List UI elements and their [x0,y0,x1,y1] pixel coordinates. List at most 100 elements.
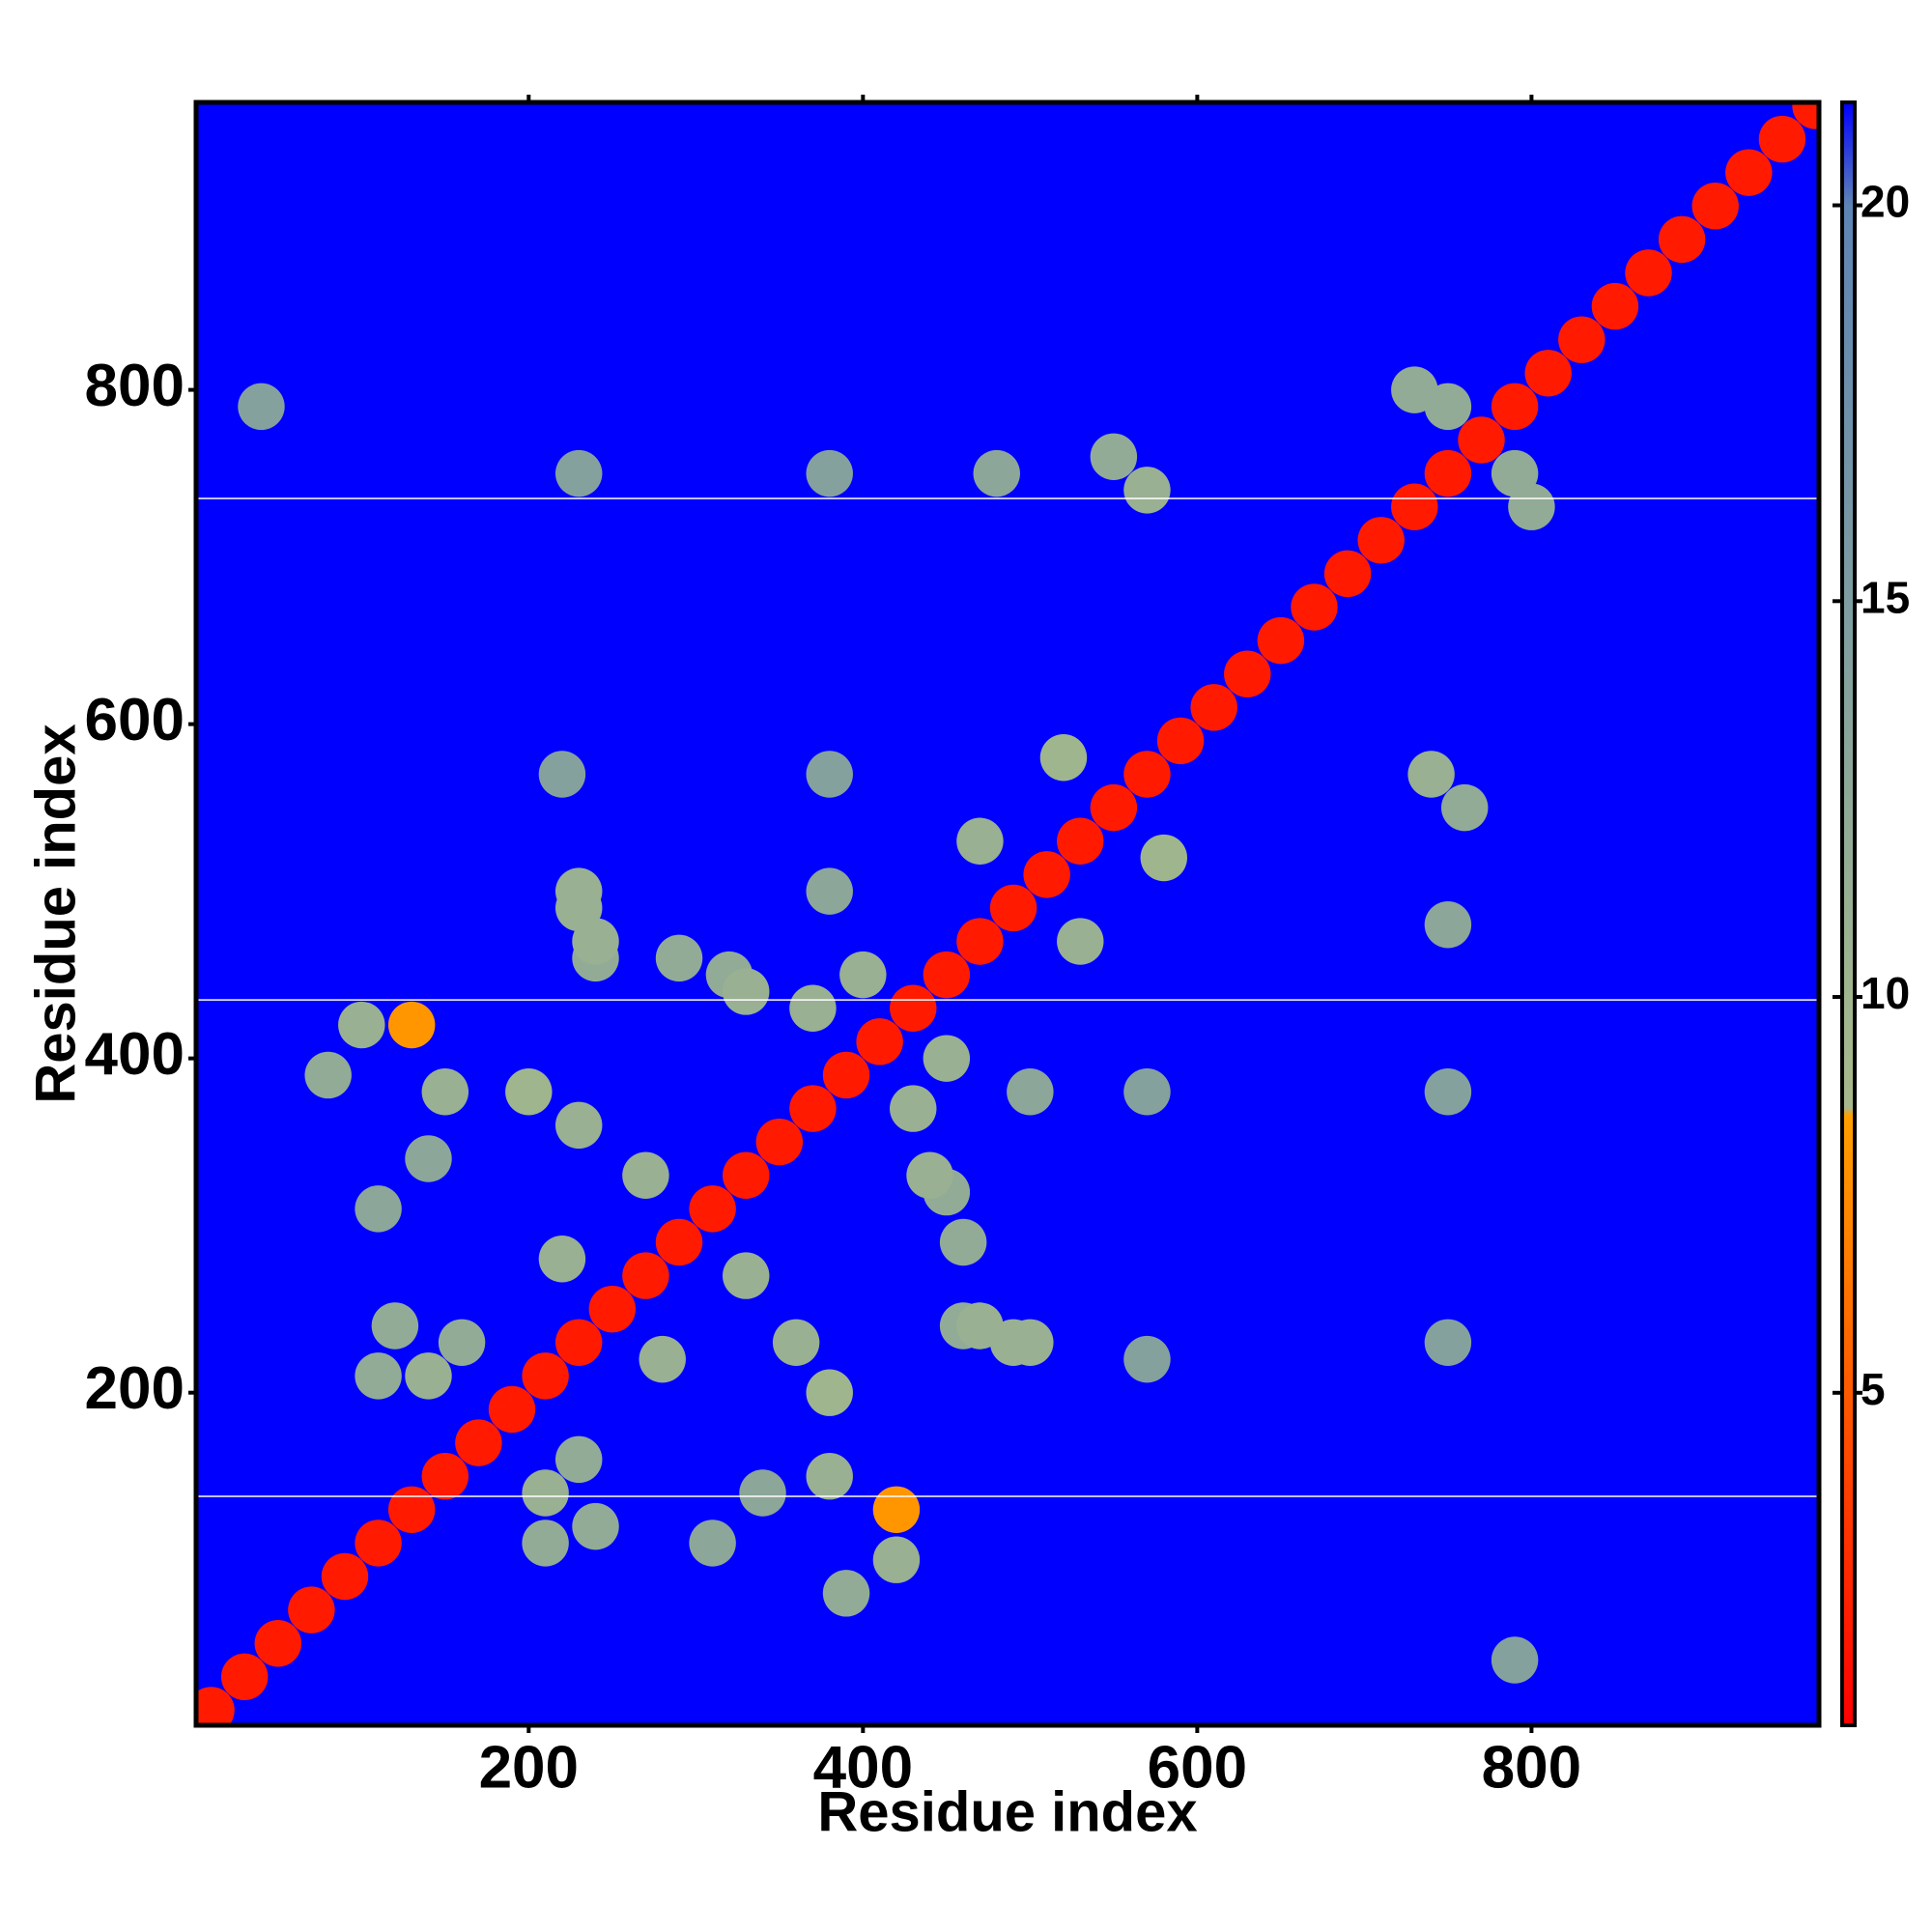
heatmap-cell [588,1285,637,1333]
heatmap-cell [1558,316,1605,363]
heatmap-cell [488,1385,536,1434]
heatmap-cell [1007,1319,1054,1367]
heatmap-cell [1424,901,1472,949]
heatmap-cell [890,984,937,1032]
heatmap-cell [1407,751,1455,798]
heatmap-cell [822,1051,870,1099]
heatmap-cell [1039,734,1088,781]
heatmap-cell [956,817,1004,865]
heatmap-cell [538,751,586,798]
heatmap-cell [622,1151,669,1199]
heatmap-cell [554,867,603,915]
heatmap-cell [1625,249,1672,297]
heatmap-cell [1691,183,1739,230]
heatmap-cell [405,1135,452,1182]
heatmap-cell [872,1486,921,1534]
heatmap-cell [839,951,887,999]
heatmap-cell [789,984,837,1032]
heatmap-cell [1424,1068,1472,1116]
heatmap-cell [1357,517,1405,564]
heatmap-cell [1190,684,1237,731]
heatmap-cell [505,1068,553,1116]
heatmap-cell [288,1586,335,1634]
heatmap-cell [238,383,285,431]
heatmap-cell [1758,115,1806,163]
heatmap-cell [1725,149,1773,196]
heatmap-cell [1123,467,1171,514]
heatmap-cell [421,1068,469,1116]
heatmap-cell [923,1035,971,1082]
heatmap-cell [1291,583,1338,631]
colorbar-tick-label: 10 [1861,968,1910,1018]
heatmap-cell [872,1536,921,1583]
heatmap-cell [1524,350,1572,397]
heatmap-cell [1658,215,1706,264]
x-tick-label: 600 [1148,1734,1247,1801]
heatmap-cell [806,1452,853,1500]
y-tick-label: 200 [85,1355,185,1422]
heatmap-cell [387,1001,436,1049]
heatmap-cell [1057,918,1104,965]
heatmap-cell [639,1335,686,1383]
heatmap-cell [772,1319,820,1367]
colorbar-tick-label: 5 [1861,1364,1886,1414]
heatmap-cell [1140,834,1187,882]
heatmap-cell [906,1151,953,1199]
y-axis-label: Residue index [24,724,87,1103]
plot-frame [193,99,1822,1728]
heatmap-cell [522,1469,569,1517]
heatmap-cell [355,1352,402,1400]
heatmap-cell [438,1319,486,1367]
heatmap-cell [723,1252,770,1299]
heatmap-cell [806,867,853,915]
heatmap-cell [1007,1068,1054,1116]
heatmap-cell [220,1653,269,1701]
heatmap-cell [739,1469,786,1517]
heatmap-cell [538,1236,586,1283]
heatmap-cell [522,1520,569,1567]
heatmap-cell [1057,817,1104,865]
colorbar-tick-label: 15 [1861,572,1910,622]
heatmap-cell [554,1435,603,1484]
heatmap-cell [1123,1068,1171,1116]
heatmap-cell [723,968,770,1015]
heatmap-cell [554,1319,603,1367]
heatmap-cell [1591,282,1639,330]
heatmap-cell [1090,783,1138,832]
heatmap-cell [806,449,853,497]
heatmap-cell [655,934,703,982]
heatmap-cell [196,1687,235,1725]
heatmap-cell [723,1151,770,1199]
heatmap-cell [1123,751,1171,798]
heatmap-cell [1440,783,1489,832]
heatmap-cell [806,1369,853,1416]
heatmap-cell [387,1486,436,1534]
heatmap-cell [923,951,971,999]
heatmap-cell [689,1520,736,1567]
heatmap-cell [1323,550,1372,598]
heatmap-cell [1391,483,1438,530]
heatmap-cell [572,1502,619,1550]
heatmap-cell [622,1252,669,1299]
colorbar-tick-label: 20 [1861,177,1910,227]
x-axis-label: Residue index [817,1780,1197,1843]
heatmap-cell [1491,383,1539,431]
heatmap-cell [1090,433,1138,481]
heatmap-cell [554,1101,603,1150]
heatmap-cell [1224,650,1271,697]
heatmap-cell [405,1352,452,1400]
heatmap-cell [522,1352,569,1400]
heatmap-cell [1424,449,1472,497]
heatmap-cell [822,1570,870,1617]
heatmap-cell [655,1218,703,1266]
heatmap-cell [806,751,853,798]
heatmap-cell [355,1520,402,1567]
heatmap-cell [755,1118,804,1166]
heatmap-cell [956,918,1004,965]
heatmap-cell [455,1419,502,1466]
heatmap-cell [554,449,603,497]
heatmap-cells [196,102,1819,1725]
heatmap-cell [371,1302,419,1350]
heatmap-cell [890,1085,937,1132]
